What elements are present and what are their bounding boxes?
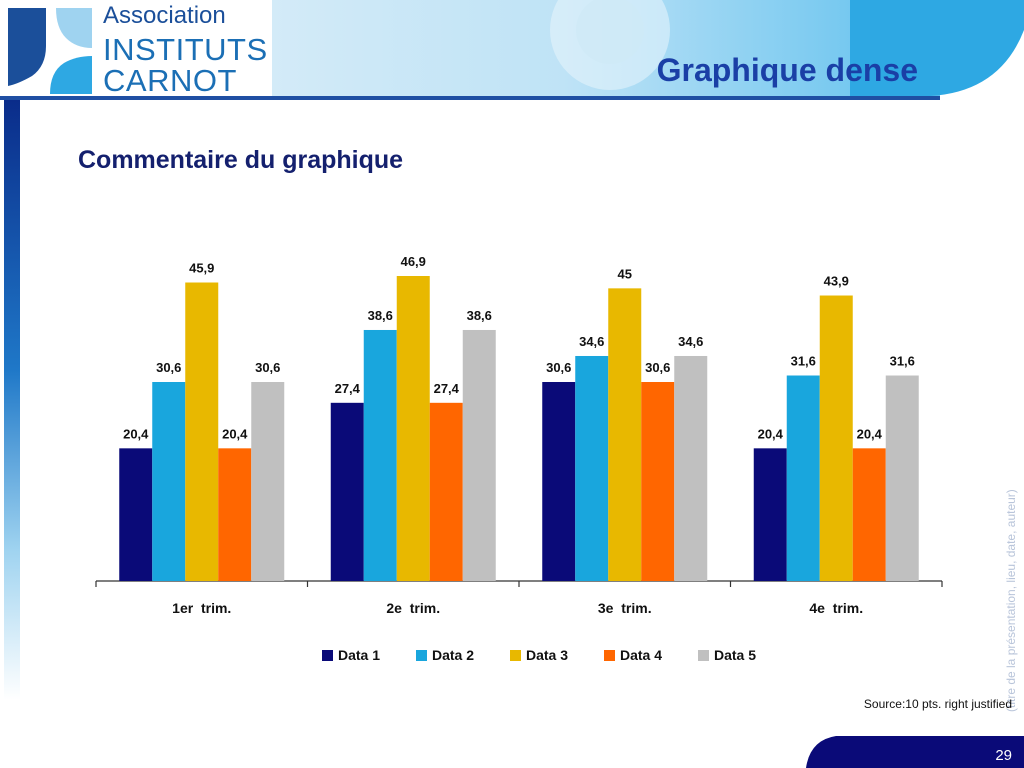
data-label: 30,6 — [546, 360, 571, 375]
bar-data-5-2 — [462, 329, 496, 581]
bar-data-3-1 — [185, 282, 219, 581]
data-label: 30,6 — [645, 360, 670, 375]
data-label: 34,6 — [579, 334, 604, 349]
legend-label: Data 3 — [526, 647, 568, 663]
logo-mark-icon — [8, 8, 92, 94]
legend-swatch — [604, 650, 615, 661]
bar-data-4-3 — [641, 382, 675, 581]
bar-data-2-1 — [152, 382, 186, 581]
legend-label: Data 4 — [620, 647, 662, 663]
bar-data-1-4 — [753, 448, 787, 581]
bar-data-5-4 — [885, 375, 919, 581]
data-label: 20,4 — [222, 426, 248, 441]
data-label: 45,9 — [189, 261, 214, 276]
legend-label: Data 1 — [338, 647, 380, 663]
category-label: 1er trim. — [172, 600, 231, 616]
bar-data-2-2 — [363, 329, 397, 581]
data-label: 20,4 — [123, 426, 149, 441]
data-label: 38,6 — [467, 308, 492, 323]
bar-data-3-2 — [396, 276, 430, 581]
logo-line-instituts: INSTITUTS — [103, 32, 268, 67]
chart-comment-heading: Commentaire du graphique — [78, 146, 404, 174]
category-label: 3e trim. — [598, 600, 652, 616]
presentation-info-vertical-text: (titre de la présentation, lieu, date, a… — [1004, 489, 1018, 712]
bar-data-5-1 — [251, 382, 285, 581]
data-label: 45 — [618, 266, 632, 281]
legend-label: Data 5 — [714, 647, 756, 663]
bar-data-4-4 — [852, 448, 886, 581]
data-label: 38,6 — [368, 308, 393, 323]
bar-data-4-2 — [429, 402, 463, 581]
legend-label: Data 2 — [432, 647, 474, 663]
left-accent-bar — [4, 100, 20, 700]
category-label: 2e trim. — [386, 600, 440, 616]
logo-line-association: Association — [103, 2, 226, 29]
data-label: 31,6 — [890, 353, 915, 368]
bar-data-2-4 — [786, 375, 820, 581]
category-label: 4e trim. — [809, 600, 863, 616]
legend-swatch — [698, 650, 709, 661]
data-label: 30,6 — [156, 360, 181, 375]
logo: Association INSTITUTS CARNOT — [0, 0, 272, 98]
bar-data-3-3 — [608, 288, 642, 581]
page-number: 29 — [995, 747, 1012, 764]
bar-data-1-1 — [119, 448, 153, 581]
bar-data-2-3 — [575, 355, 609, 581]
data-label: 20,4 — [857, 426, 883, 441]
data-label: 27,4 — [434, 381, 460, 396]
bar-data-1-3 — [542, 382, 576, 581]
legend-swatch — [510, 650, 521, 661]
data-label: 30,6 — [255, 360, 280, 375]
bar-data-5-3 — [674, 355, 708, 581]
data-label: 43,9 — [824, 274, 849, 289]
page-number-band — [806, 736, 1024, 768]
bar-data-1-2 — [330, 402, 364, 581]
slide-title: Graphique dense — [656, 52, 918, 88]
logo-line-carnot: CARNOT — [103, 63, 237, 98]
data-label: 34,6 — [678, 334, 703, 349]
source-note: Source:10 pts. right justified — [863, 697, 1012, 711]
bar-data-3-4 — [819, 295, 853, 581]
legend-swatch — [416, 650, 427, 661]
data-label: 20,4 — [758, 426, 784, 441]
data-label: 31,6 — [791, 353, 816, 368]
data-label: 46,9 — [401, 254, 426, 269]
bar-data-4-1 — [218, 448, 252, 581]
legend-swatch — [322, 650, 333, 661]
data-label: 27,4 — [335, 381, 361, 396]
bar-chart: 20,4 30,6 45,9 20,4 30,6 1er trim. 27,4 38,6 46,… — [95, 254, 943, 663]
